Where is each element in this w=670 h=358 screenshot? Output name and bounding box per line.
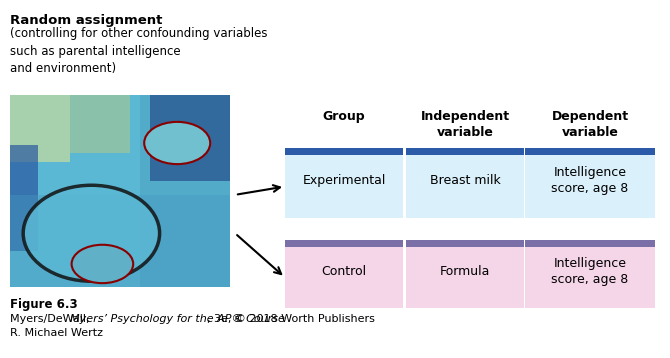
Text: Group: Group [323,110,365,123]
Bar [525,240,655,247]
Bar [285,240,403,247]
Text: Random assignment: Random assignment [10,14,162,27]
Bar [10,195,230,287]
Bar [285,240,403,308]
Bar [140,95,230,287]
Bar [525,240,655,308]
Text: R. Michael Wertz: R. Michael Wertz [10,328,103,338]
Text: Figure 6.3: Figure 6.3 [10,298,78,311]
Text: Intelligence
score, age 8: Intelligence score, age 8 [551,257,628,286]
Bar [10,95,230,287]
Text: Myers/DeWall,: Myers/DeWall, [10,314,93,324]
Text: Control: Control [322,265,366,278]
Text: Intelligence
score, age 8: Intelligence score, age 8 [551,166,628,195]
Bar [525,148,655,155]
Text: Myers’ Psychology for the AP® Course: Myers’ Psychology for the AP® Course [70,314,285,324]
Text: Experimental: Experimental [302,174,386,187]
Bar [150,95,230,182]
Bar [10,145,38,251]
Bar [406,148,524,218]
Bar [285,148,403,155]
Text: (controlling for other confounding variables
such as parental intelligence
and e: (controlling for other confounding varia… [10,27,267,75]
Bar [406,148,524,155]
Bar [70,95,130,153]
Bar [525,148,655,218]
Ellipse shape [72,245,133,283]
Text: Breast milk: Breast milk [429,174,500,187]
Ellipse shape [23,185,159,281]
Bar [406,240,524,308]
Bar [285,148,403,218]
Text: Formula: Formula [440,265,490,278]
Ellipse shape [144,122,210,164]
Bar [406,240,524,247]
Text: , 3e, © 2018 Worth Publishers: , 3e, © 2018 Worth Publishers [207,314,375,324]
Text: Dependent
variable: Dependent variable [551,110,628,139]
Text: Independent
variable: Independent variable [421,110,510,139]
Bar [10,95,70,162]
